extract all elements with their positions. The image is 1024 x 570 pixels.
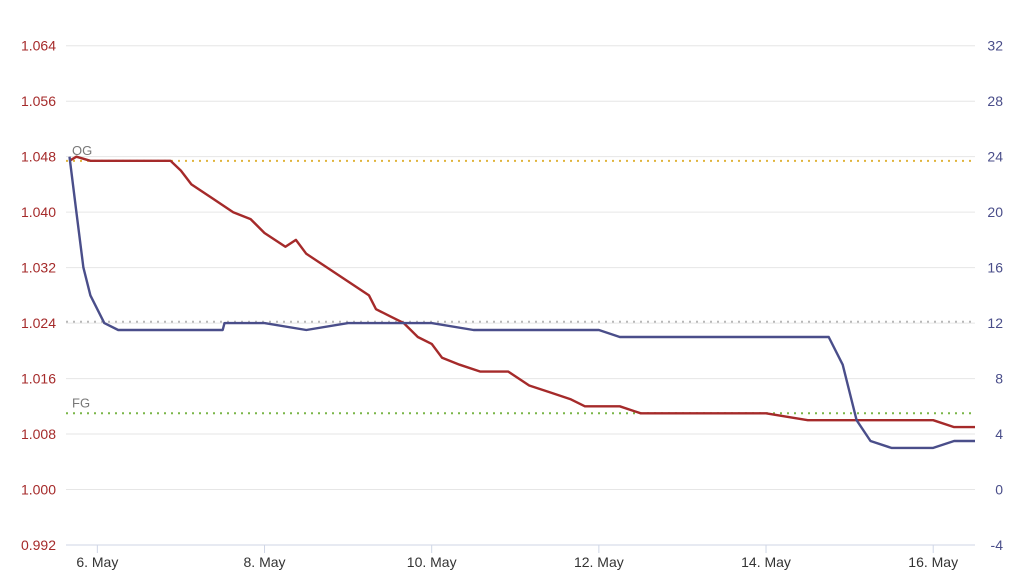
x-tick-label: 16. May: [908, 554, 958, 570]
right-axis: -4 0 4 8 12 16 20 24 28 32: [987, 38, 1003, 553]
x-tick-label: 10. May: [407, 554, 457, 570]
right-tick-label: 12: [987, 315, 1003, 331]
grid: [66, 45, 975, 546]
right-tick-label: -4: [991, 537, 1004, 553]
left-tick-label: 1.040: [21, 204, 56, 220]
right-tick-label: 4: [995, 426, 1003, 442]
reference-lines: OG FG: [66, 143, 975, 415]
right-tick-label: 0: [995, 482, 1003, 498]
right-tick-label: 16: [987, 260, 1003, 276]
left-tick-label: 1.008: [21, 426, 56, 442]
left-tick-label: 1.016: [21, 371, 56, 387]
right-tick-label: 28: [987, 93, 1003, 109]
x-axis: 6. May 8. May 10. May 12. May 14. May 16. May: [66, 544, 975, 570]
left-tick-label: 1.024: [21, 315, 56, 331]
left-tick-label: 1.000: [21, 482, 56, 498]
right-tick-label: 32: [987, 38, 1003, 54]
series-line-0: [68, 155, 975, 429]
left-tick-label: 1.056: [21, 93, 56, 109]
left-tick-label: 1.064: [21, 38, 56, 54]
left-axis: 0.992 1.000 1.008 1.016 1.024 1.032 1.040 1.048…: [21, 38, 56, 553]
x-tick-label: 12. May: [574, 554, 624, 570]
right-tick-label: 20: [987, 204, 1003, 220]
x-tick-label: 14. May: [741, 554, 791, 570]
right-tick-label: 24: [987, 149, 1003, 165]
reference-label: FG: [72, 395, 90, 410]
x-tick-label: 6. May: [76, 554, 118, 570]
x-tick-label: 8. May: [244, 554, 286, 570]
right-tick-label: 8: [995, 371, 1003, 387]
series: [68, 155, 975, 450]
series-line-1: [68, 156, 975, 450]
left-tick-label: 1.048: [21, 149, 56, 165]
left-tick-label: 0.992: [21, 537, 56, 553]
reference-label: OG: [72, 143, 92, 158]
left-tick-label: 1.032: [21, 260, 56, 276]
